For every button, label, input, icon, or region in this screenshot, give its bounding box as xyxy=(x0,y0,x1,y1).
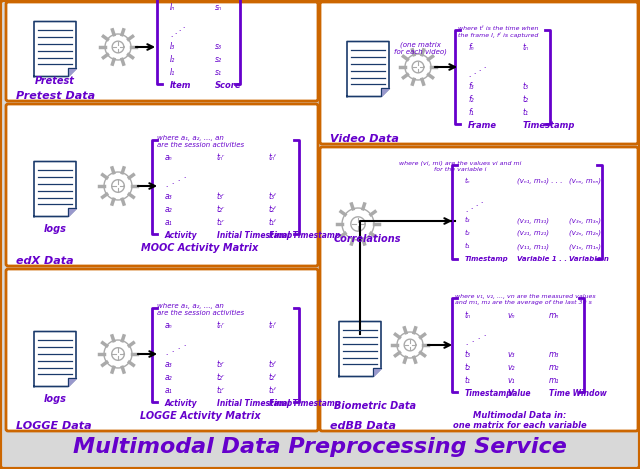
Text: f₂: f₂ xyxy=(468,95,474,104)
Text: (v₃₁, m₃₁): (v₃₁, m₃₁) xyxy=(517,217,549,224)
Text: v₃: v₃ xyxy=(507,350,515,359)
Text: aₙ: aₙ xyxy=(165,153,173,162)
Text: .: . xyxy=(177,173,180,183)
Text: tₙᶠ: tₙᶠ xyxy=(269,321,277,330)
Text: .: . xyxy=(483,60,486,70)
Polygon shape xyxy=(339,322,381,377)
Text: where v₁, v₂, ..., vn are the measured values
and m₁, m₂ are the average of the : where v₁, v₂, ..., vn are the measured v… xyxy=(455,294,596,305)
Polygon shape xyxy=(34,161,76,217)
Text: edBB Data: edBB Data xyxy=(330,421,396,431)
Text: .: . xyxy=(471,334,474,344)
Text: s₂: s₂ xyxy=(215,55,222,64)
Text: v₂: v₂ xyxy=(507,363,515,372)
Text: tₙ: tₙ xyxy=(465,311,471,320)
Text: I₂: I₂ xyxy=(170,55,175,64)
Text: Multimodal Data Preprocessing Service: Multimodal Data Preprocessing Service xyxy=(73,437,567,457)
Text: (v₂ₙ, m₂ₙ): (v₂ₙ, m₂ₙ) xyxy=(569,230,601,236)
Text: .: . xyxy=(475,198,478,208)
Text: Frame: Frame xyxy=(468,121,497,130)
Text: .: . xyxy=(465,337,468,347)
Text: .: . xyxy=(174,26,177,36)
Text: .: . xyxy=(170,29,173,39)
Text: tₙ: tₙ xyxy=(465,178,470,184)
Text: LOGGE Activity Matrix: LOGGE Activity Matrix xyxy=(140,411,260,421)
Text: .: . xyxy=(182,20,185,30)
Text: Final Timestamp: Final Timestamp xyxy=(269,231,340,240)
Text: where a₁, a₂, ..., an
are the session activities: where a₁, a₂, ..., an are the session ac… xyxy=(157,135,244,148)
Text: tₙʳ: tₙʳ xyxy=(217,321,225,330)
Text: Final Timestamp: Final Timestamp xyxy=(269,399,340,408)
Text: tₙ: tₙ xyxy=(523,43,529,52)
Text: Timestamp: Timestamp xyxy=(523,121,575,130)
Text: m₃: m₃ xyxy=(549,350,559,359)
Text: t₁ʳ: t₁ʳ xyxy=(217,386,225,395)
Text: edX Data: edX Data xyxy=(16,256,74,266)
Text: Activity: Activity xyxy=(165,399,198,408)
Text: .: . xyxy=(478,63,481,73)
FancyBboxPatch shape xyxy=(6,104,318,266)
Text: t₃ʳ: t₃ʳ xyxy=(217,192,225,201)
Text: tₙᶠ: tₙᶠ xyxy=(269,153,277,162)
Text: (vₙ₁, mₙ₁) . . .: (vₙ₁, mₙ₁) . . . xyxy=(517,178,563,184)
Text: fₙ: fₙ xyxy=(468,43,474,52)
Text: m₂: m₂ xyxy=(549,363,559,372)
Text: .: . xyxy=(468,69,471,79)
Text: Video Data: Video Data xyxy=(330,134,399,144)
Text: t₃: t₃ xyxy=(465,217,470,223)
Text: Correlations: Correlations xyxy=(334,234,401,244)
Text: logs: logs xyxy=(44,224,67,234)
Polygon shape xyxy=(68,378,76,386)
Text: (one matrix
for each video): (one matrix for each video) xyxy=(394,41,447,55)
Text: f₁: f₁ xyxy=(468,108,474,117)
Text: t₁: t₁ xyxy=(523,108,529,117)
Text: Initial Timestamp: Initial Timestamp xyxy=(217,231,292,240)
Text: LOGGE Data: LOGGE Data xyxy=(16,421,92,431)
Text: where (vi, mi) are the values vi and mi
for the variable i: where (vi, mi) are the values vi and mi … xyxy=(399,161,521,172)
Text: Multimodal Data in:
one matrix for each variable: Multimodal Data in: one matrix for each … xyxy=(453,411,587,431)
Text: .: . xyxy=(480,195,483,205)
Text: t₁: t₁ xyxy=(465,243,470,249)
Text: m₁: m₁ xyxy=(549,376,559,385)
Text: Pretest: Pretest xyxy=(35,76,75,86)
Text: .: . xyxy=(165,179,168,189)
FancyBboxPatch shape xyxy=(6,2,318,101)
Text: (v₃ₙ, m₃ₙ): (v₃ₙ, m₃ₙ) xyxy=(569,217,601,224)
Text: t₃ʳ: t₃ʳ xyxy=(217,360,225,369)
Text: t₃: t₃ xyxy=(523,82,529,91)
Text: .: . xyxy=(473,66,476,76)
Text: t₁ʳ: t₁ʳ xyxy=(217,218,225,227)
Text: t₃ᶠ: t₃ᶠ xyxy=(269,360,277,369)
Text: (vₙₙ, mₙₙ): (vₙₙ, mₙₙ) xyxy=(569,178,601,184)
Text: where tᶠ is the time when
the frame I, fᶠ is captured: where tᶠ is the time when the frame I, f… xyxy=(458,26,538,38)
Polygon shape xyxy=(347,41,389,97)
Text: t₃: t₃ xyxy=(465,350,471,359)
Text: a₁: a₁ xyxy=(165,386,173,395)
Text: a₃: a₃ xyxy=(165,360,173,369)
Text: Variable n: Variable n xyxy=(569,256,609,262)
Text: where a₁, a₂, ..., an
are the session activities: where a₁, a₂, ..., an are the session ac… xyxy=(157,303,244,316)
Text: Initial Timestamp: Initial Timestamp xyxy=(217,399,292,408)
Text: sₙ: sₙ xyxy=(215,3,222,12)
Text: mₙ: mₙ xyxy=(549,311,559,320)
FancyBboxPatch shape xyxy=(320,2,638,144)
Text: t₂ᶠ: t₂ᶠ xyxy=(269,205,277,214)
Text: I₃: I₃ xyxy=(170,42,175,51)
Text: .: . xyxy=(477,331,480,341)
Text: t₁ᶠ: t₁ᶠ xyxy=(269,218,277,227)
Text: .: . xyxy=(483,328,486,338)
Text: t₂: t₂ xyxy=(465,363,471,372)
Text: t₁ᶠ: t₁ᶠ xyxy=(269,386,277,395)
Text: t₂: t₂ xyxy=(523,95,529,104)
Text: .: . xyxy=(171,344,174,354)
Text: s₃: s₃ xyxy=(215,42,222,51)
Text: a₃: a₃ xyxy=(165,192,173,201)
Polygon shape xyxy=(34,332,76,386)
Polygon shape xyxy=(373,369,381,377)
Text: .: . xyxy=(183,338,186,348)
Polygon shape xyxy=(68,209,76,217)
Text: Score: Score xyxy=(215,81,241,90)
Text: .: . xyxy=(465,204,468,214)
Text: .: . xyxy=(165,347,168,357)
Text: Activity: Activity xyxy=(165,231,198,240)
